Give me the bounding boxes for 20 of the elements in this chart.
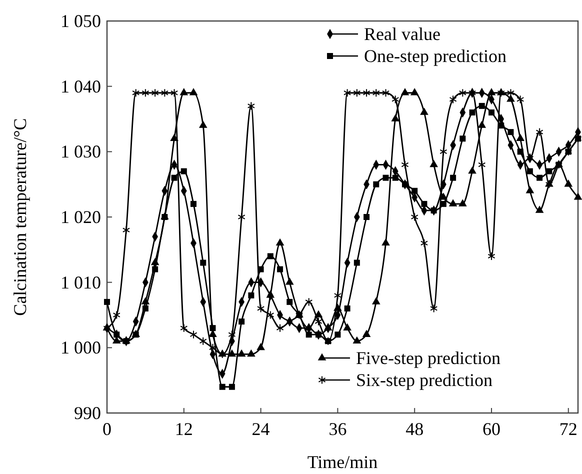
legend-label: Five-step prediction	[356, 348, 500, 368]
x-tick-label: 36	[328, 419, 347, 439]
y-tick-label: 1 020	[60, 207, 101, 227]
y-tick-label: 990	[74, 403, 101, 423]
x-tick-label: 72	[559, 419, 578, 439]
x-tick-label: 12	[174, 419, 193, 439]
x-axis-title: Time/min	[307, 452, 378, 472]
y-tick-label: 1 000	[60, 338, 101, 358]
y-axis-title: Calcination temperature/°C	[10, 118, 30, 316]
legend-label: Six-step prediction	[356, 370, 492, 390]
y-tick-label: 1 040	[60, 76, 101, 96]
y-tick-label: 1 010	[60, 272, 101, 292]
y-tick-label: 1 030	[60, 142, 101, 162]
y-tick-label: 1 050	[60, 11, 101, 31]
x-tick-label: 24	[252, 419, 270, 439]
x-tick-label: 0	[102, 419, 112, 439]
x-tick-label: 48	[406, 419, 424, 439]
x-tick-label: 60	[482, 419, 500, 439]
legend-label: Real value	[364, 24, 440, 44]
legend-label: One-step prediction	[364, 46, 506, 66]
